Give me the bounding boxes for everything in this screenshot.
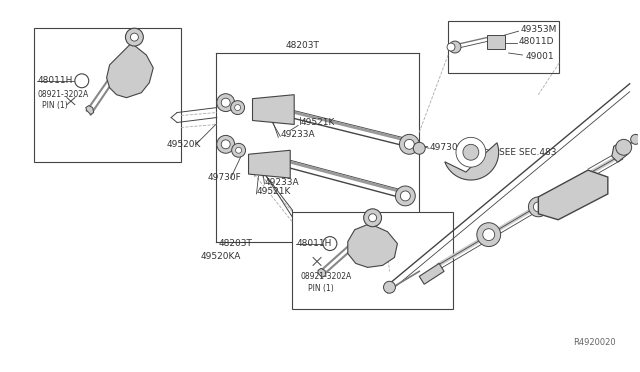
Text: 49520K: 49520K — [166, 140, 200, 149]
Text: 48011H: 48011H — [37, 76, 72, 85]
Text: 49233A: 49233A — [280, 130, 315, 139]
Circle shape — [236, 147, 241, 153]
Text: R4920020: R4920020 — [573, 338, 616, 347]
Circle shape — [533, 202, 543, 212]
Text: 49233A: 49233A — [264, 177, 299, 186]
Text: 49521K: 49521K — [257, 187, 291, 196]
Text: 49730F: 49730F — [208, 173, 241, 182]
Polygon shape — [538, 170, 608, 220]
Circle shape — [483, 229, 495, 241]
Circle shape — [463, 144, 479, 160]
Circle shape — [401, 191, 410, 201]
Circle shape — [456, 137, 486, 167]
Polygon shape — [318, 268, 326, 277]
Polygon shape — [445, 143, 499, 180]
Text: 48011H: 48011H — [296, 239, 332, 248]
Polygon shape — [419, 263, 444, 284]
Circle shape — [369, 214, 376, 222]
Text: PIN (1): PIN (1) — [308, 284, 334, 293]
Circle shape — [230, 101, 244, 115]
Circle shape — [217, 94, 235, 112]
Circle shape — [396, 186, 415, 206]
Circle shape — [529, 197, 548, 217]
Polygon shape — [348, 224, 397, 267]
Circle shape — [221, 140, 230, 149]
Circle shape — [131, 33, 138, 41]
Circle shape — [447, 43, 455, 51]
Circle shape — [616, 140, 632, 155]
Text: 49730F: 49730F — [429, 143, 463, 152]
Text: SEE SEC.483: SEE SEC.483 — [499, 148, 556, 157]
Circle shape — [399, 134, 419, 154]
Circle shape — [404, 140, 414, 149]
Bar — [292, 212, 453, 309]
Text: 08921-3202A: 08921-3202A — [37, 90, 88, 99]
Text: 08921-3202A: 08921-3202A — [300, 272, 351, 281]
Circle shape — [413, 142, 425, 154]
Circle shape — [364, 209, 381, 227]
Circle shape — [75, 74, 89, 88]
Circle shape — [221, 98, 230, 107]
Text: 49521K: 49521K — [300, 118, 335, 127]
Polygon shape — [86, 106, 93, 115]
Text: 48011D: 48011D — [518, 36, 554, 46]
Bar — [34, 28, 181, 162]
Text: 49001: 49001 — [525, 52, 554, 61]
Polygon shape — [253, 95, 294, 125]
Circle shape — [235, 105, 241, 110]
Polygon shape — [612, 140, 630, 162]
Polygon shape — [248, 150, 290, 178]
Circle shape — [383, 281, 396, 293]
Circle shape — [630, 134, 640, 144]
Text: 48203T: 48203T — [285, 41, 319, 49]
Text: 48203T: 48203T — [219, 239, 253, 248]
Bar — [487, 35, 504, 49]
Circle shape — [449, 41, 461, 53]
Text: PIN (1): PIN (1) — [42, 101, 68, 110]
Circle shape — [232, 143, 246, 157]
Bar — [448, 21, 559, 73]
Polygon shape — [107, 43, 153, 98]
Circle shape — [323, 237, 337, 250]
Text: 49520KA: 49520KA — [201, 252, 241, 261]
Circle shape — [477, 223, 500, 247]
Text: 49353M: 49353M — [520, 25, 557, 34]
Circle shape — [217, 135, 235, 153]
Circle shape — [125, 28, 143, 46]
